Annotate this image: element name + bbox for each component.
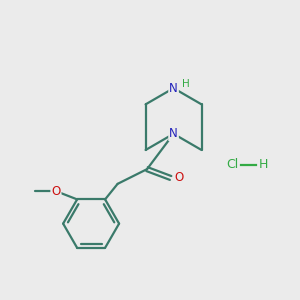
Text: H: H <box>182 79 190 89</box>
Text: Cl: Cl <box>226 158 238 171</box>
Text: O: O <box>51 184 61 198</box>
Text: H: H <box>259 158 268 171</box>
Text: N: N <box>169 127 178 140</box>
Text: N: N <box>169 82 178 95</box>
Text: O: O <box>174 172 184 184</box>
